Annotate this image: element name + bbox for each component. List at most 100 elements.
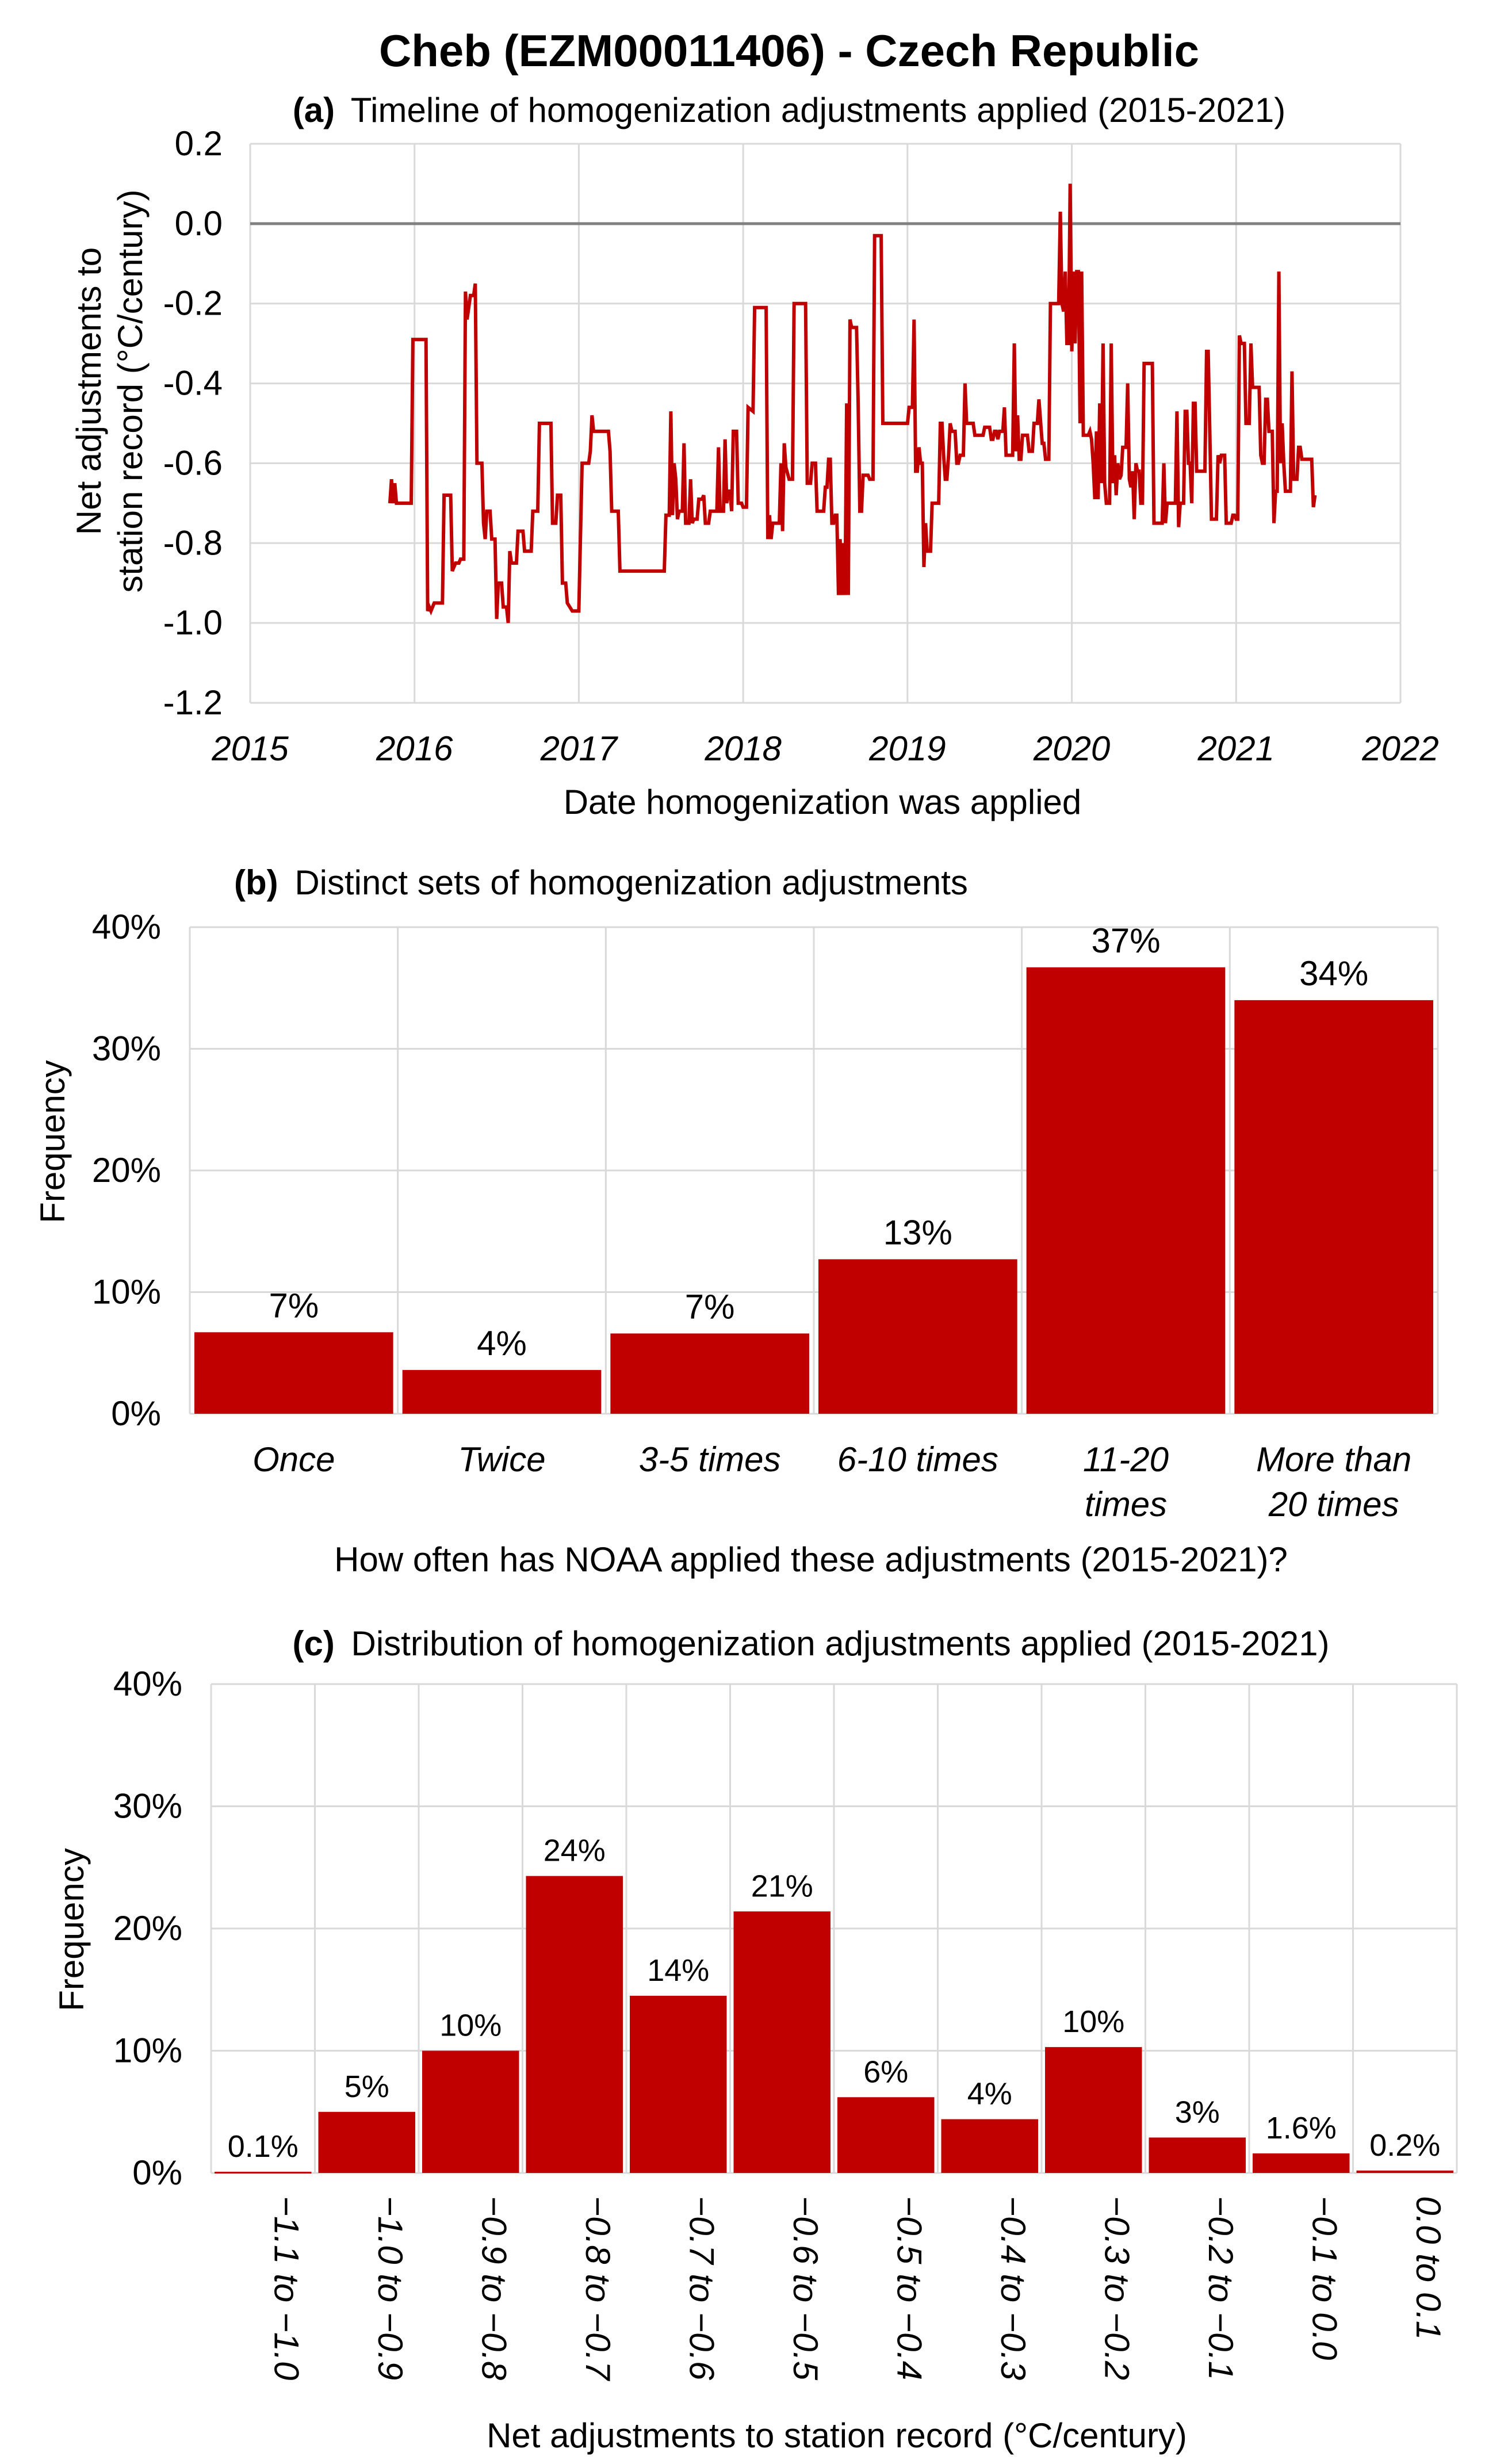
figure-title: Cheb (EZM00011406) - Czech Republic — [379, 25, 1199, 76]
c-y-tick-label: 30% — [113, 1787, 182, 1826]
b-x-tick-label-line: 11-20 — [1083, 1440, 1169, 1479]
c-data-label: 21% — [751, 1869, 813, 1903]
b-x-tick-label-line: 6-10 times — [837, 1440, 998, 1479]
b-x-tick-label: Once — [252, 1440, 335, 1479]
panel-a-y-tick-label: -0.2 — [163, 284, 223, 323]
panel-a-x-axis-title: Date homogenization was applied — [564, 783, 1082, 821]
b-x-tick-label-line: Twice — [458, 1440, 545, 1479]
c-x-tick-label: −0.7 to −0.6 — [682, 2196, 721, 2381]
c-bar — [1045, 2047, 1142, 2173]
panel-a-x-tick-label: 2021 — [1197, 729, 1275, 768]
b-bar — [194, 1332, 393, 1414]
b-bar — [402, 1369, 602, 1414]
c-x-tick-label: −0.3 to −0.2 — [1097, 2196, 1136, 2380]
panel-a-y-tick-label: 0.2 — [175, 124, 223, 163]
c-data-label: 10% — [439, 2008, 502, 2043]
b-y-tick-label: 0% — [111, 1394, 161, 1433]
panel-a-x-tick-label: 2017 — [540, 729, 619, 768]
b-y-tick-label: 10% — [92, 1273, 161, 1311]
b-x-tick-label: Twice — [458, 1440, 545, 1479]
panel-a-series-line — [388, 183, 1317, 623]
b-bar — [1026, 967, 1226, 1414]
c-data-label: 1.6% — [1266, 2111, 1337, 2145]
c-y-tick-label: 0% — [132, 2153, 182, 2192]
c-data-label: 0.2% — [1369, 2128, 1440, 2163]
b-x-tick-label-line: More than — [1256, 1440, 1411, 1479]
c-x-tick-label: −0.1 to 0.0 — [1305, 2196, 1344, 2360]
c-data-label: 5% — [345, 2069, 389, 2104]
b-data-label: 7% — [269, 1286, 319, 1325]
panel-b-bar-chart: (b) Distinct sets of homogenization adju… — [33, 863, 1439, 1579]
c-data-label: 14% — [647, 1953, 709, 1988]
c-bar — [1253, 2153, 1350, 2173]
b-x-tick-label-line: 3-5 times — [639, 1440, 781, 1479]
c-bar — [318, 2111, 415, 2173]
panel-a-y-tick-label: 0.0 — [175, 204, 223, 243]
c-bar — [837, 2097, 935, 2173]
c-bar — [1356, 2170, 1453, 2173]
b-x-tick-label-line: Once — [252, 1440, 335, 1479]
panel-a-y-tick-label: -0.8 — [163, 523, 223, 562]
panel-a-x-tick-label: 2016 — [376, 729, 453, 768]
panel-b-title: (b) Distinct sets of homogenization adju… — [234, 863, 968, 902]
b-bar — [818, 1259, 1017, 1414]
c-x-tick-label: 0.0 to 0.1 — [1409, 2196, 1448, 2340]
panel-a-x-tick-label: 2015 — [211, 729, 289, 768]
panel-a-y-tick-label: -1.2 — [163, 683, 223, 722]
c-x-tick-label: −0.2 to −0.1 — [1201, 2196, 1240, 2380]
b-bar — [1234, 1000, 1433, 1414]
panel-a-y-tick-label: -1.0 — [163, 603, 223, 642]
c-data-label: 0.1% — [228, 2129, 298, 2164]
c-bar — [215, 2171, 312, 2174]
b-bar — [610, 1333, 809, 1414]
c-bar — [422, 2050, 519, 2173]
panel-c-title: (c) Distribution of homogenization adjus… — [292, 1624, 1329, 1663]
panel-a-y-axis-title-line-2: station record (°C/century) — [111, 190, 150, 593]
b-x-tick-label: 3-5 times — [639, 1440, 781, 1479]
b-data-label: 34% — [1299, 954, 1368, 993]
panel-c-bar-chart: (c) Distribution of homogenization adjus… — [52, 1624, 1458, 2455]
panel-a-x-tick-label: 2020 — [1033, 729, 1110, 768]
panel-a-y-axis-title-line-1: Net adjustments to — [70, 247, 108, 535]
c-data-label: 4% — [967, 2077, 1012, 2111]
b-x-tick-label-line: 20 times — [1268, 1485, 1399, 1524]
b-data-label: 13% — [883, 1213, 952, 1252]
c-x-tick-label: −0.6 to −0.5 — [786, 2196, 825, 2381]
c-bar — [526, 1876, 623, 2173]
panel-c-x-axis-title: Net adjustments to station record (°C/ce… — [487, 2416, 1187, 2455]
panel-b-x-axis-title: How often has NOAA applied these adjustm… — [334, 1540, 1288, 1579]
panel-a-timeline-chart: (a) Timeline of homogenization adjustmen… — [70, 91, 1439, 821]
b-x-tick-label: More than 20 times — [1256, 1440, 1411, 1524]
c-x-tick-label: −0.8 to −0.7 — [579, 2196, 617, 2382]
c-data-label: 10% — [1062, 2004, 1124, 2039]
panel-a-title-prefix: (a) — [293, 91, 335, 129]
b-y-tick-label: 20% — [92, 1151, 161, 1189]
panel-c-title-prefix: (c) — [292, 1624, 334, 1663]
c-bar — [1149, 2137, 1246, 2173]
panel-a-y-tick-label: -0.6 — [163, 443, 223, 482]
b-x-tick-label-line: times — [1085, 1485, 1167, 1524]
c-y-tick-label: 20% — [113, 1909, 182, 1948]
b-x-tick-label: 11-20 times — [1083, 1440, 1169, 1524]
b-data-label: 7% — [685, 1287, 735, 1326]
panel-a-x-tick-label: 2022 — [1361, 729, 1438, 768]
c-bar — [733, 1911, 830, 2173]
panel-c-y-axis-title: Frequency — [52, 1848, 91, 2011]
c-bar — [630, 1995, 727, 2173]
c-x-tick-label: −0.5 to −0.4 — [890, 2196, 928, 2380]
panel-a-title: (a) Timeline of homogenization adjustmen… — [293, 91, 1285, 129]
c-x-tick-label: −1.0 to −0.9 — [371, 2196, 409, 2380]
panel-a-y-axis-title: Net adjustments to station record (°C/ce… — [70, 190, 150, 593]
c-data-label: 6% — [863, 2054, 908, 2089]
c-data-label: 3% — [1175, 2095, 1220, 2129]
c-x-tick-label: −0.9 to −0.8 — [474, 2196, 513, 2381]
panel-b-y-axis-title: Frequency — [33, 1060, 72, 1223]
b-data-label: 37% — [1091, 921, 1160, 960]
b-data-label: 4% — [477, 1324, 527, 1363]
panel-a-title-text: Timeline of homogenization adjustments a… — [351, 91, 1285, 129]
b-y-tick-label: 30% — [92, 1030, 161, 1068]
panel-c-title-text: Distribution of homogenization adjustmen… — [351, 1624, 1329, 1663]
b-x-tick-label: 6-10 times — [837, 1440, 998, 1479]
c-data-label: 24% — [544, 1834, 606, 1868]
